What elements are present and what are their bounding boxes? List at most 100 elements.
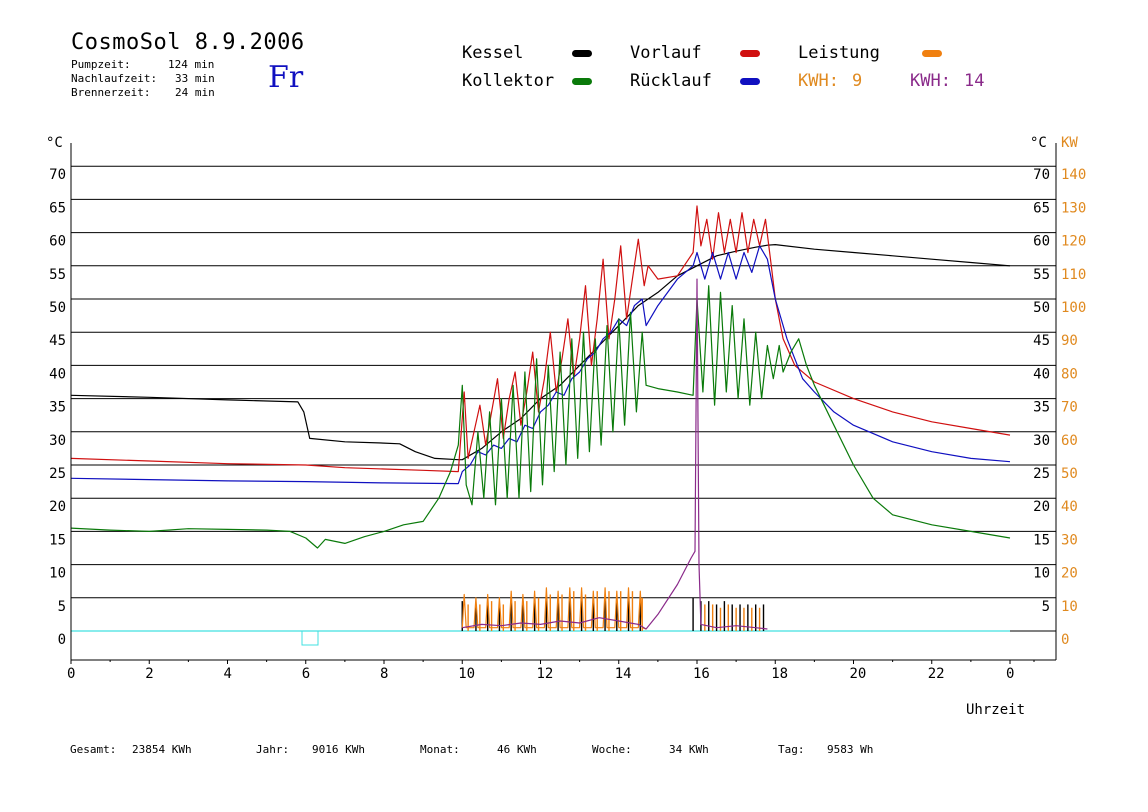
y-tick-label-right-temp: 10 xyxy=(1033,566,1050,582)
legend-leistung-label: Leistung xyxy=(798,43,880,63)
y-axis-right-power-unit: KW xyxy=(1061,135,1078,151)
y-tick-label-right-power: 0 xyxy=(1061,632,1069,648)
y-tick-label-right-power: 40 xyxy=(1061,499,1078,515)
y-tick-label-right-power: 30 xyxy=(1061,532,1078,548)
y-tick-label-right-temp: 30 xyxy=(1033,433,1050,449)
legend-kollektor-label: Kollektor xyxy=(462,71,555,91)
y-tick-label-right-power: 10 xyxy=(1061,599,1078,615)
y-tick-label-right-temp: 35 xyxy=(1033,400,1050,416)
chart-title: CosmoSol 8.9.2006 xyxy=(71,30,305,55)
temperature-chart: 0 2 4 6 8 10 12 14 16 18 20 22 005101520253035404550… xyxy=(46,135,1086,718)
legend-vorlauf-label: Vorlauf xyxy=(630,43,702,63)
y-tick-label-right-temp: 15 xyxy=(1033,532,1050,548)
series-line-ruecklauf xyxy=(70,245,1011,485)
x-tick-label: 18 xyxy=(771,666,788,682)
y-tick-label-right-temp: 5 xyxy=(1042,599,1050,615)
footer-tag-value: 9583 Wh xyxy=(827,743,874,756)
series-line-kollektor xyxy=(70,285,1011,549)
x-tick-label: 16 xyxy=(693,666,710,682)
legend-kwh1-value: 9 xyxy=(852,71,863,91)
y-tick-label-left: 55 xyxy=(49,267,66,283)
stat-brennerzeit-value: 24 min xyxy=(175,86,215,99)
y-tick-label-right-power: 100 xyxy=(1061,300,1086,316)
x-axis-label: Uhrzeit xyxy=(966,702,1025,718)
x-tick-label: 20 xyxy=(850,666,867,682)
y-tick-label-left: 40 xyxy=(49,366,66,382)
y-tick-label-right-temp: 40 xyxy=(1033,366,1050,382)
x-tick-label: 10 xyxy=(458,666,475,682)
series-line-kessel xyxy=(70,244,1011,461)
y-axis-left-unit: °C xyxy=(46,135,63,151)
y-tick-label-left: 45 xyxy=(49,333,66,349)
footer-jahr-value: 9016 KWh xyxy=(312,743,365,756)
y-tick-label-right-power: 50 xyxy=(1061,466,1078,482)
y-tick-label-right-temp: 45 xyxy=(1033,333,1050,349)
y-tick-label-right-power: 70 xyxy=(1061,400,1078,416)
y-tick-label-left: 25 xyxy=(49,466,66,482)
y-tick-label-left: 30 xyxy=(49,433,66,449)
footer-gesamt-value: 23854 KWh xyxy=(132,743,192,756)
stat-nachlaufzeit-value: 33 min xyxy=(175,72,215,85)
y-tick-label-right-temp: 70 xyxy=(1033,167,1050,183)
footer-monat-label: Monat: xyxy=(420,743,460,756)
legend-kessel-swatch xyxy=(572,50,592,57)
y-tick-label-right-power: 90 xyxy=(1061,333,1078,349)
legend-kollektor-swatch xyxy=(572,78,592,85)
y-tick-label-left: 10 xyxy=(49,566,66,582)
legend-ruecklauf-label: Rücklauf xyxy=(630,71,712,91)
y-tick-label-left: 60 xyxy=(49,234,66,250)
legend-ruecklauf-swatch xyxy=(740,78,760,85)
y-tick-label-right-temp: 65 xyxy=(1033,200,1050,216)
footer-woche-value: 34 KWh xyxy=(669,743,709,756)
y-tick-label-right-temp: 60 xyxy=(1033,234,1050,250)
y-tick-label-left: 50 xyxy=(49,300,66,316)
y-tick-label-left: 0 xyxy=(58,632,66,648)
footer-gesamt-label: Gesamt: xyxy=(70,743,117,756)
x-tick-label: 0 xyxy=(1006,666,1014,682)
y-tick-label-left: 65 xyxy=(49,200,66,216)
footer-jahr-label: Jahr: xyxy=(256,743,290,756)
x-tick-label: 22 xyxy=(928,666,945,682)
footer-tag-label: Tag: xyxy=(778,743,805,756)
y-tick-label-right-temp: 25 xyxy=(1033,466,1050,482)
legend-kwh2-label: KWH: xyxy=(910,71,951,91)
y-tick-label-right-power: 140 xyxy=(1061,167,1086,183)
legend-kwh2-value: 14 xyxy=(964,71,985,91)
stat-nachlaufzeit-label: Nachlaufzeit: xyxy=(71,72,158,85)
y-tick-label-left: 35 xyxy=(49,400,66,416)
y-tick-label-right-power: 130 xyxy=(1061,200,1086,216)
footer-monat-value: 46 KWh xyxy=(497,743,537,756)
stat-brennerzeit-label: Brennerzeit: xyxy=(71,86,151,99)
x-tick-label: 12 xyxy=(537,666,554,682)
y-tick-label-left: 20 xyxy=(49,499,66,515)
x-tick-label: 4 xyxy=(224,666,232,682)
y-tick-label-left: 5 xyxy=(58,599,66,615)
x-tick-label: 8 xyxy=(380,666,388,682)
series-line-kwh2 xyxy=(462,278,768,630)
baseline-marker xyxy=(301,630,319,646)
legend-leistung-swatch xyxy=(922,50,942,57)
y-tick-label-right-power: 110 xyxy=(1061,267,1086,283)
stat-pumpzeit-value: 124 min xyxy=(168,58,215,71)
y-tick-label-right-power: 80 xyxy=(1061,366,1078,382)
legend-kessel-label: Kessel xyxy=(462,43,524,63)
series-line-leistung xyxy=(461,587,647,630)
stat-pumpzeit-label: Pumpzeit: xyxy=(71,58,131,71)
y-tick-label-left: 15 xyxy=(49,532,66,548)
weekday-label: Fr xyxy=(268,60,304,95)
footer-woche-label: Woche: xyxy=(592,743,632,756)
y-tick-label-right-power: 120 xyxy=(1061,234,1086,250)
y-tick-label-right-temp: 55 xyxy=(1033,267,1050,283)
y-tick-label-right-power: 60 xyxy=(1061,433,1078,449)
x-tick-label: 0 xyxy=(67,666,75,682)
y-axis-right-temp-unit: °C xyxy=(1030,135,1047,151)
y-tick-label-left: 70 xyxy=(49,167,66,183)
y-tick-label-right-temp: 20 xyxy=(1033,499,1050,515)
y-tick-label-right-power: 20 xyxy=(1061,566,1078,582)
x-tick-label: 14 xyxy=(615,666,632,682)
legend-kwh1-label: KWH: xyxy=(798,71,839,91)
x-tick-label: 6 xyxy=(302,666,310,682)
legend-vorlauf-swatch xyxy=(740,50,760,57)
y-tick-label-right-temp: 50 xyxy=(1033,300,1050,316)
x-tick-label: 2 xyxy=(145,666,153,682)
